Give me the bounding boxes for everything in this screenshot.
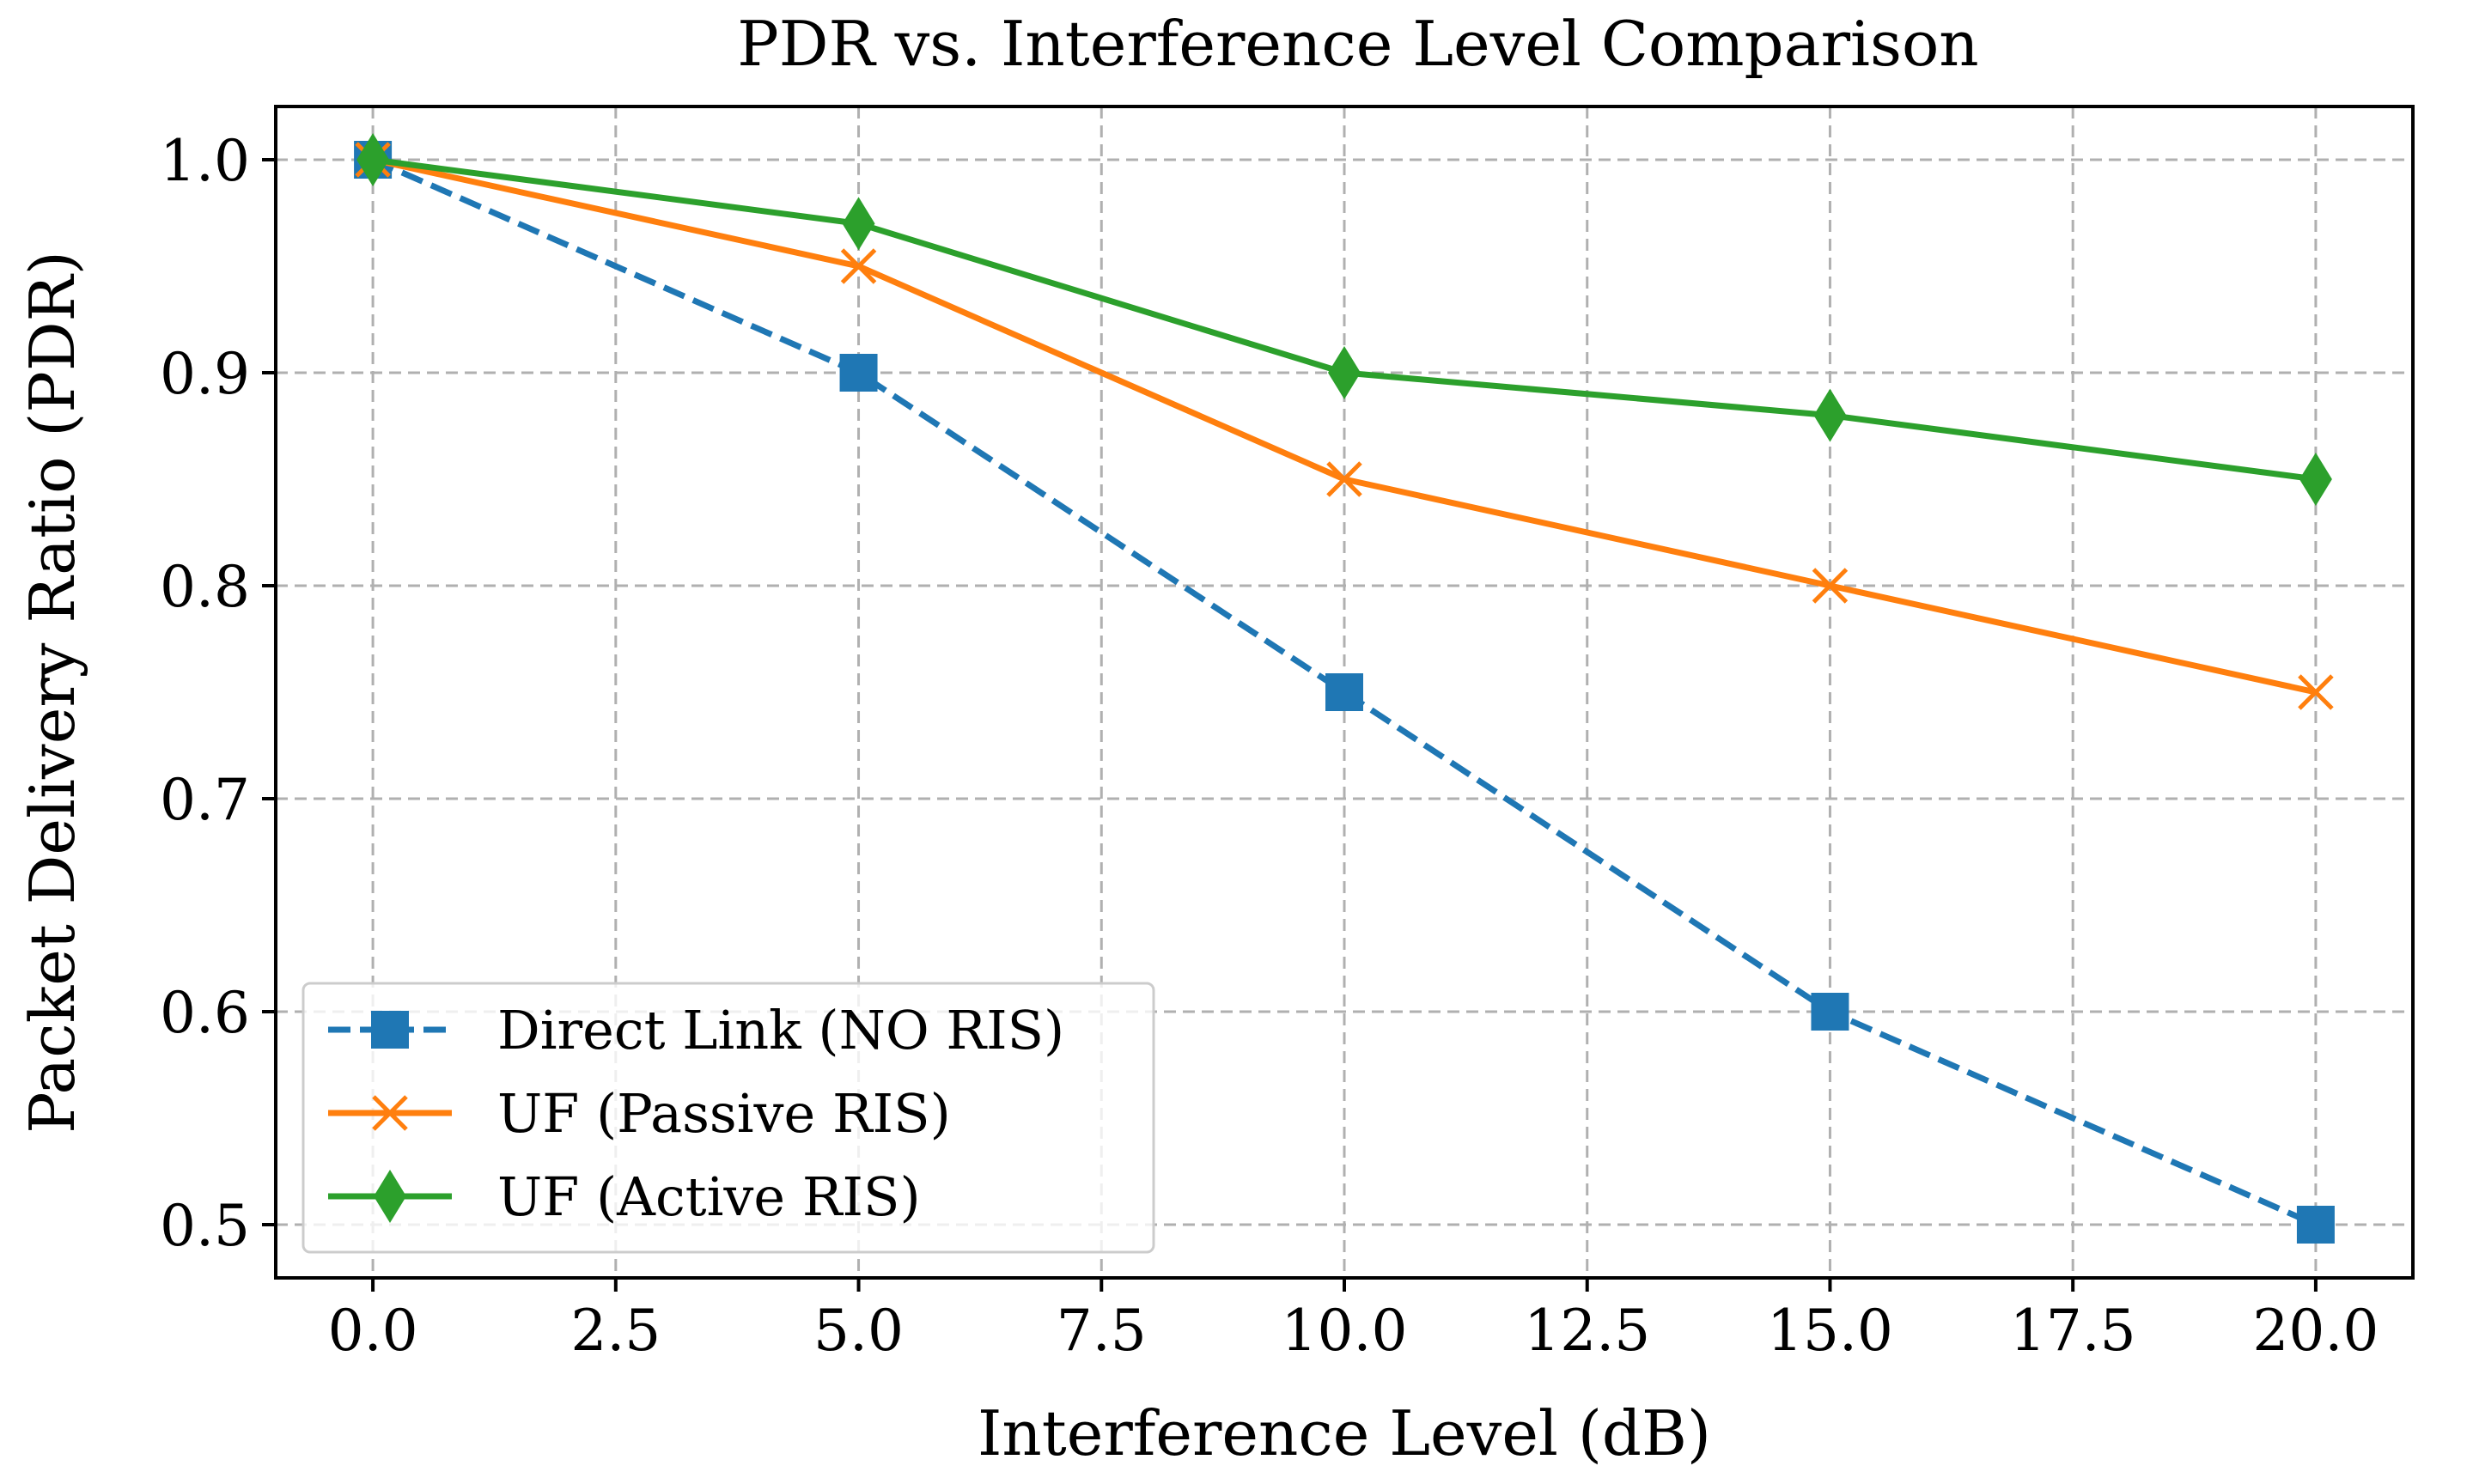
legend-marker: [372, 1095, 408, 1131]
y-tick-label: 1.0: [160, 128, 250, 194]
legend-label: UF (Active RIS): [497, 1165, 921, 1228]
y-tick-label: 0.6: [160, 980, 250, 1046]
y-tick-label: 0.9: [160, 341, 250, 407]
legend-entry-uf-active-ris: UF (Active RIS): [328, 1165, 921, 1228]
chart-title: PDR vs. Interference Level Comparison: [737, 8, 1978, 80]
legend-label: UF (Passive RIS): [497, 1082, 951, 1145]
legend-label: Direct Link (NO RIS): [497, 999, 1064, 1061]
x-tick-label: 20.0: [2252, 1298, 2379, 1364]
data-point-marker: [356, 133, 390, 186]
x-tick-label: 10.0: [1282, 1298, 1408, 1364]
data-point-marker: [2299, 453, 2332, 506]
x-tick-label: 15.0: [1767, 1298, 1893, 1364]
x-tick-label: 2.5: [570, 1298, 661, 1364]
legend-entry-direct-link-no-ris: Direct Link (NO RIS): [328, 999, 1064, 1061]
x-axis-label: Interference Level (dB): [978, 1397, 1711, 1469]
y-tick-label: 0.8: [160, 554, 250, 620]
legend-entry-uf-passive-ris: UF (Passive RIS): [328, 1082, 951, 1145]
legend-marker: [371, 1011, 409, 1049]
data-point-marker: [842, 197, 875, 251]
legend-marker: [374, 1170, 406, 1223]
y-axis-label: Packet Delivery Ratio (PDR): [16, 251, 88, 1134]
x-tick-label: 5.0: [813, 1298, 904, 1364]
data-point-marker: [1328, 346, 1361, 399]
data-point-marker: [2296, 1206, 2335, 1244]
tick-layer: 0.0 2.5 5.0 7.5 10.0 12.5 15.0 17.5 20.0 0.5 0.6 0.…: [160, 128, 2379, 1364]
series-layer: [354, 133, 2335, 1244]
data-point-marker: [1813, 388, 1847, 442]
series-uf-active-ris: [356, 133, 2332, 506]
x-tick-label: 7.5: [1057, 1298, 1147, 1364]
data-point-marker: [1326, 461, 1362, 497]
data-point-marker: [1325, 673, 1363, 711]
series-line: [371, 156, 2318, 1228]
data-point-marker: [1811, 993, 1849, 1031]
x-tick-label: 12.5: [1524, 1298, 1650, 1364]
legend: Direct Link (NO RIS) UF (Passive RIS) UF (…: [302, 982, 1155, 1254]
x-tick-label: 0.0: [328, 1298, 418, 1364]
y-tick-label: 0.5: [160, 1193, 250, 1259]
data-point-marker: [1812, 568, 1849, 604]
data-point-marker: [2298, 674, 2334, 710]
data-point-marker: [839, 354, 878, 392]
data-point-marker: [840, 248, 877, 284]
series-uf-passive-ris: [355, 142, 2334, 710]
legend-box: [302, 982, 1155, 1254]
x-tick-label: 17.5: [2010, 1298, 2136, 1364]
y-tick-label: 0.7: [160, 767, 250, 833]
